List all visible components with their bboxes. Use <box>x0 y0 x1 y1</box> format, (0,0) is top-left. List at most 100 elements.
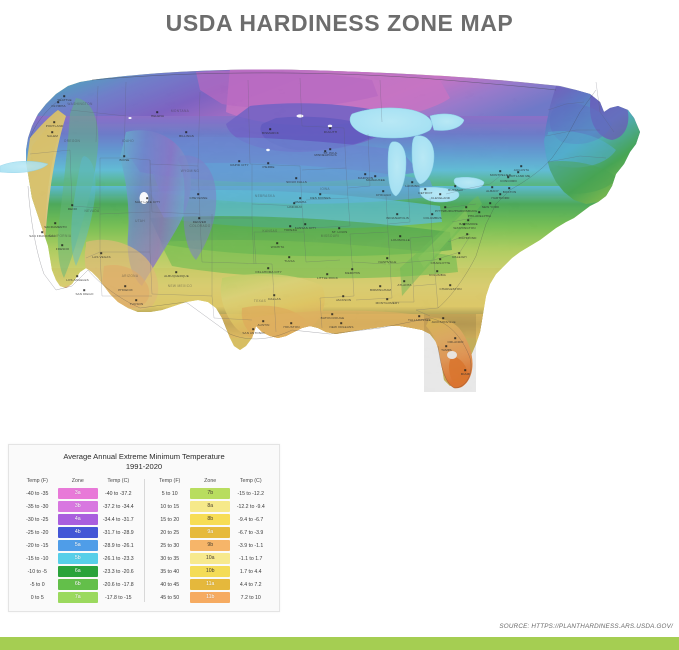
zone-temp-c: -17.8 to -15 <box>105 594 132 601</box>
zone-swatch-cell: 7a <box>57 591 98 604</box>
zone-temp-f: 25 to 30 <box>160 542 180 549</box>
legend-divider <box>143 479 145 602</box>
zone-row: 45 to 50 11b 7.2 to 10 <box>149 591 271 604</box>
zone-row: 10 to 15 8a -12.2 to -9.4 <box>149 500 271 513</box>
zone-swatch: 8b <box>189 513 231 526</box>
zone-swatch: 4b <box>57 526 98 539</box>
zone-temp-f: 30 to 35 <box>160 555 180 562</box>
legend-panel: Average Annual Extreme Minimum Temperatu… <box>8 444 280 612</box>
source-note: SOURCE: HTTPS://PLANTHARDINESS.ARS.USDA.… <box>499 623 673 630</box>
zone-swatch-cell: 4b <box>57 526 98 539</box>
zone-temp-c: -9.4 to -6.7 <box>238 516 264 523</box>
legend-title-line2: 1991-2020 <box>125 462 163 471</box>
zone-swatch-cell: 10b <box>189 565 231 578</box>
zone-temp-f: -15 to -10 <box>26 555 49 562</box>
boundary-lines <box>29 72 615 333</box>
zone-temp-f: 35 to 40 <box>160 568 180 575</box>
zone-table-header-row: Temp (F) Zone Temp (C) <box>149 477 271 487</box>
zone-swatch: 9b <box>189 539 231 552</box>
legend-column-right: Temp (F) Zone Temp (C) 5 to 10 7b -15 to -… <box>147 477 273 604</box>
page-title: USDA HARDINESS ZONE MAP <box>165 10 514 36</box>
zone-temp-c: -12.2 to -9.4 <box>236 503 265 510</box>
zone-swatch-cell: 11b <box>189 591 231 604</box>
bottom-accent-bar <box>0 637 679 650</box>
zone-swatch: 10a <box>189 552 231 565</box>
florida-region <box>424 314 476 392</box>
zone-row: 40 to 45 11a 4.4 to 7.2 <box>149 578 271 591</box>
header-zone: Zone <box>71 478 84 484</box>
zone-temp-f: 40 to 45 <box>160 581 180 588</box>
header-zone: Zone <box>204 478 217 484</box>
zone-temp-f: -10 to -5 <box>27 568 47 575</box>
zone-row: 15 to 20 8b -9.4 to -6.7 <box>149 513 271 526</box>
zone-temp-f: 20 to 25 <box>160 529 180 536</box>
zone-temp-c: 4.4 to 7.2 <box>239 581 262 588</box>
map-graphic <box>0 69 640 392</box>
legend-title-line1: Average Annual Extreme Minimum Temperatu… <box>63 452 225 461</box>
zone-swatch: 8a <box>189 500 231 513</box>
zone-swatch-cell: 10a <box>189 552 231 565</box>
map-interior-voids <box>128 114 333 204</box>
zone-temp-c: 7.2 to 10 <box>240 594 261 601</box>
zone-row: 20 to 25 9a -6.7 to -3.9 <box>149 526 271 539</box>
zone-swatch-cell: 7b <box>189 487 231 500</box>
zone-swatch-cell: 6b <box>57 578 98 591</box>
zone-swatch: 5a <box>57 539 98 552</box>
header-temp-c: Temp (C) <box>107 478 130 484</box>
header-temp-c: Temp (C) <box>239 478 262 484</box>
zone-temp-c: -23.3 to -20.6 <box>102 568 134 575</box>
zone-swatch-cell: 5b <box>57 552 98 565</box>
zone-temp-f: -35 to -30 <box>26 503 49 510</box>
zone-temp-c: -15 to -12.2 <box>237 490 264 497</box>
zone-temp-c: -34.4 to -31.7 <box>102 516 134 523</box>
zone-row: -40 to -35 3a -40 to -37.2 <box>17 487 139 500</box>
zone-swatch-cell: 3b <box>57 500 98 513</box>
zone-swatch: 4a <box>57 513 98 526</box>
zone-swatch-cell: 6a <box>57 565 98 578</box>
zone-temp-c: 1.7 to 4.4 <box>239 568 262 575</box>
zone-swatch-cell: 9a <box>189 526 231 539</box>
zone-swatch-cell: 11a <box>189 578 231 591</box>
zone-temp-f: -30 to -25 <box>26 516 49 523</box>
zone-temp-f: 10 to 15 <box>160 503 180 510</box>
legend-column-left: Temp (F) Zone Temp (C) -40 to -35 3a -40 t… <box>15 477 141 604</box>
zone-temp-c: -3.9 to -1.1 <box>238 542 264 549</box>
zone-swatch: 10b <box>189 565 231 578</box>
zone-temp-c: -40 to -37.2 <box>105 490 132 497</box>
legend-title: Average Annual Extreme Minimum Temperatu… <box>15 452 273 472</box>
zone-swatch: 11b <box>189 591 231 604</box>
zone-table-header-row: Temp (F) Zone Temp (C) <box>17 477 139 487</box>
zone-row: 30 to 35 10a -1.1 to 1.7 <box>149 552 271 565</box>
zone-swatch-cell: 3a <box>57 487 98 500</box>
zone-swatch: 5b <box>57 552 98 565</box>
zone-swatch-cell: 9b <box>189 539 231 552</box>
zone-row: -15 to -10 5b -26.1 to -23.3 <box>17 552 139 565</box>
zone-row: -25 to -20 4b -31.7 to -28.9 <box>17 526 139 539</box>
zone-swatch: 7a <box>57 591 98 604</box>
zone-temp-f: 15 to 20 <box>160 516 180 523</box>
zone-row: -5 to 0 6b -20.6 to -17.8 <box>17 578 139 591</box>
great-lakes <box>0 107 485 203</box>
zone-temp-f: -25 to -20 <box>26 529 49 536</box>
zone-temp-c: -20.6 to -17.8 <box>102 581 134 588</box>
zone-swatch-cell: 5a <box>57 539 98 552</box>
zone-row: -35 to -30 3b -37.2 to -34.4 <box>17 500 139 513</box>
zone-swatch: 3a <box>57 487 98 500</box>
zone-swatch: 3b <box>57 500 98 513</box>
zone-temp-f: 0 to 5 <box>30 594 44 601</box>
zone-swatch: 7b <box>189 487 231 500</box>
zone-row: -10 to -5 6a -23.3 to -20.6 <box>17 565 139 578</box>
zone-temp-c: -28.9 to -26.1 <box>102 542 134 549</box>
zone-temp-c: -6.7 to -3.9 <box>238 529 264 536</box>
zone-swatch: 6a <box>57 565 98 578</box>
zone-temp-f: -20 to -15 <box>26 542 49 549</box>
zone-temp-f: 45 to 50 <box>160 594 180 601</box>
header-temp-f: Temp (F) <box>159 478 181 484</box>
zone-swatch-cell: 8b <box>189 513 231 526</box>
zone-table-right: Temp (F) Zone Temp (C) 5 to 10 7b -15 to -… <box>149 477 271 604</box>
zone-row: -30 to -25 4a -34.4 to -31.7 <box>17 513 139 526</box>
zone-temp-c: -26.1 to -23.3 <box>102 555 134 562</box>
coastline <box>27 72 597 389</box>
header-temp-f: Temp (F) <box>26 478 48 484</box>
zone-temp-c: -31.7 to -28.9 <box>102 529 134 536</box>
